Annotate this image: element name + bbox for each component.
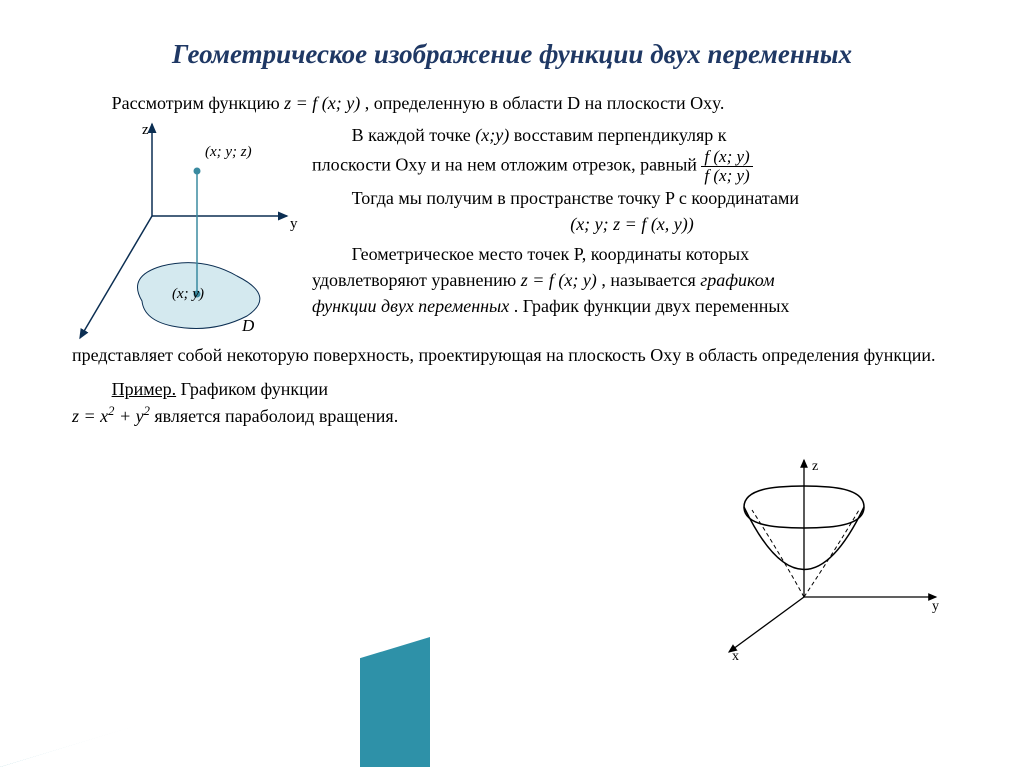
- p2l3b: . График функции двух переменных: [509, 296, 789, 316]
- ex-text2: является параболоид вращения.: [150, 406, 398, 426]
- paraboloid-svg: z y x: [684, 452, 944, 662]
- p2l2b: z = f (x; y): [521, 270, 597, 290]
- content-area: Рассмотрим функцию z = f (x; y) , опреде…: [0, 72, 1024, 429]
- formula-center: (x; y; z = f (x, y)): [312, 211, 952, 237]
- diagram-text-row: z y (x; y; z) (x; y) D В каждой точке (x…: [72, 116, 952, 346]
- point-upper-label: (x; y; z): [205, 144, 252, 160]
- corner-triangle-inner: [0, 657, 360, 767]
- p2l2a: удовлетворяют уравнению: [312, 270, 521, 290]
- parab-y: y: [932, 599, 939, 614]
- para1-line1: В каждой точке (x;y) восставим перпендик…: [312, 122, 952, 148]
- intro-paragraph: Рассмотрим функцию z = f (x; y) , опреде…: [72, 90, 952, 116]
- p1b: (x;y): [475, 125, 509, 145]
- ex-formula: z = x: [72, 406, 108, 426]
- example-label: Пример.: [112, 379, 177, 399]
- paraboloid-diagram: z y x: [684, 452, 944, 662]
- domain-d-label: D: [241, 316, 255, 335]
- frac-den: f (x; y): [701, 167, 752, 185]
- para2-line3: функции двух переменных . График функции…: [312, 293, 952, 319]
- coord-svg: z y (x; y; z) (x; y) D: [72, 116, 302, 346]
- page-title: Геометрическое изображение функции двух …: [0, 0, 1024, 72]
- frac-num: f (x; y): [701, 148, 752, 167]
- intro-suffix: , определенную в области D на плоскости …: [365, 93, 725, 113]
- fraction: f (x; y) f (x; y): [701, 148, 752, 185]
- ex-plus: + y: [114, 406, 143, 426]
- para2-line2: удовлетворяют уравнению z = f (x; y) , н…: [312, 267, 952, 293]
- example-line1: Пример. Графиком функции: [72, 376, 952, 402]
- parab-z: z: [812, 459, 818, 474]
- point-lower-label: (x; y): [172, 286, 204, 302]
- p1a: В каждой точке: [352, 125, 476, 145]
- example-text1: Графиком функции: [176, 379, 328, 399]
- para1-line3: Тогда мы получим в пространстве точку P …: [312, 185, 952, 211]
- coordinate-diagram: z y (x; y; z) (x; y) D: [72, 116, 302, 346]
- intro-formula: z = f (x; y): [284, 93, 360, 113]
- title-text: Геометрическое изображение функции двух …: [172, 39, 852, 69]
- parab-x: x: [732, 649, 739, 662]
- axis-y-label: y: [290, 216, 298, 232]
- p2l2c: , называется: [601, 270, 700, 290]
- p1l2a: плоскости Oxy и на нем отложим отрезок, …: [312, 154, 701, 174]
- p2l3a: функции двух переменных: [312, 296, 509, 316]
- para1-line2: плоскости Oxy и на нем отложим отрезок, …: [312, 148, 952, 185]
- p1c: восставим перпендикуляр к: [509, 125, 726, 145]
- axis-z-label: z: [142, 122, 149, 138]
- right-text-block: В каждой точке (x;y) восставим перпендик…: [312, 116, 952, 319]
- example-formula-line: z = x2 + y2 является параболоид вращения…: [72, 402, 952, 429]
- para2-line1: Геометрическое место точек P, координаты…: [312, 241, 952, 267]
- intro-prefix: Рассмотрим функцию: [112, 93, 285, 113]
- p2l2d: графиком: [700, 270, 774, 290]
